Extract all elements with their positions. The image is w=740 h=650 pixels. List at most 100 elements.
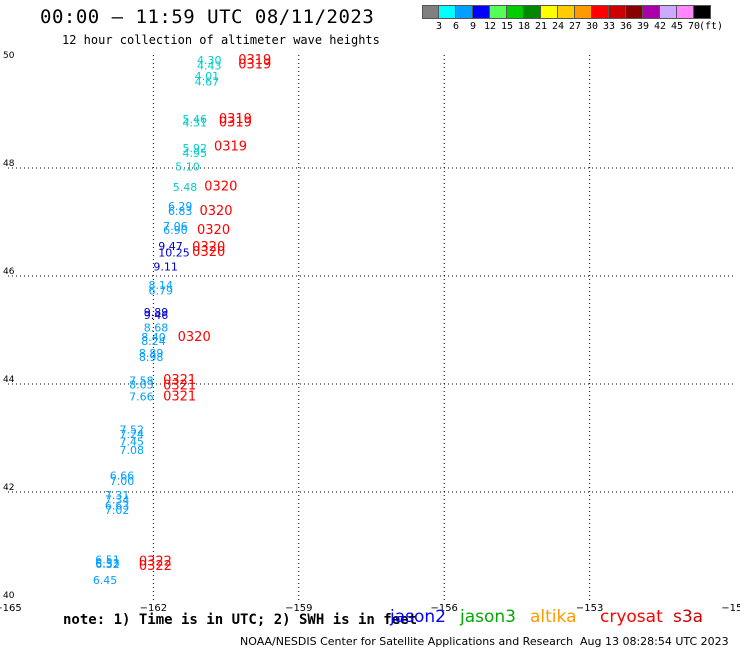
legend-swatch — [609, 5, 626, 19]
wave-height-label: 6.90 — [163, 224, 188, 237]
wave-height-label: 8.14 — [149, 279, 174, 292]
legend-label: 27 — [568, 21, 582, 32]
cycle-label: 0322 — [139, 559, 172, 574]
wave-height-label: 6.45 — [93, 574, 118, 587]
legend-label: 30 — [585, 21, 599, 32]
legend-swatch — [473, 5, 490, 19]
satellite-jason2: jason2 — [390, 607, 446, 627]
satellite-cryosat: cryosat — [600, 607, 663, 627]
legend-label: 70 — [687, 21, 701, 32]
legend-label: (ft) — [698, 21, 724, 32]
satellite-altika: altika — [530, 607, 577, 627]
legend-swatch — [592, 5, 609, 19]
wave-height-label: 8.89 — [139, 347, 164, 360]
legend-label: 39 — [636, 21, 650, 32]
legend-label: 9 — [469, 21, 477, 32]
wave-height-label: 8.03 — [129, 378, 154, 391]
legend-label: 45 — [670, 21, 684, 32]
wave-height-label: 10.25 — [158, 247, 190, 260]
legend-swatch — [677, 5, 694, 19]
latitude-tick-label: 48 — [3, 159, 15, 169]
wave-height-label: 7.00 — [110, 475, 135, 488]
cycle-label: 0319 — [219, 115, 252, 130]
wave-height-label: 4.30 — [197, 54, 222, 67]
wave-height-label: 6.63 — [105, 499, 130, 512]
wave-height-label: 4.95 — [182, 147, 207, 160]
legend-swatch — [626, 5, 643, 19]
wave-height-label: 9.46 — [144, 309, 169, 322]
longitude-tick-label: −156 — [430, 603, 457, 614]
wave-height-label: 7.52 — [119, 424, 143, 437]
satellite-jason3: jason3 — [460, 607, 516, 627]
wave-height-label: 4.43 — [197, 60, 222, 73]
legend-swatch — [456, 5, 473, 19]
wave-height-label: 7.06 — [163, 220, 188, 233]
footer-note: note: 1) Time is in UTC; 2) SWH is in fe… — [63, 612, 418, 628]
color-legend: 3 6 9 12 15 18 21 24 27 30 33 36 39 42 45 70 (ft) — [422, 5, 723, 33]
longitude-tick-label: −162 — [140, 603, 167, 614]
legend-swatch — [524, 5, 541, 19]
wave-height-label: 9.47 — [158, 240, 183, 253]
wave-height-label: 5.10 — [175, 161, 200, 174]
legend-label: 24 — [551, 21, 565, 32]
cycle-label: 0320 — [204, 180, 237, 195]
wave-height-label: 8.98 — [139, 351, 164, 364]
wave-height-label: 4.31 — [182, 116, 207, 129]
latitude-tick-label: 42 — [3, 483, 14, 493]
legend-label: 3 — [435, 21, 443, 32]
cycle-label: 0320 — [199, 204, 232, 219]
legend-label: 18 — [517, 21, 531, 32]
wave-height-label: 6.83 — [168, 205, 193, 218]
wave-height-label: 7.34 — [105, 493, 130, 506]
wave-height-label: 9.89 — [144, 306, 169, 319]
wave-height-label: 5.92 — [182, 142, 207, 155]
chart-subtitle: 12 hour collection of altimeter wave hei… — [62, 33, 380, 47]
legend-swatch — [643, 5, 660, 19]
wave-height-label: 8.68 — [144, 322, 169, 335]
cycle-label: 0319 — [214, 140, 247, 155]
legend-label: 33 — [602, 21, 616, 32]
wave-height-label: 5.48 — [173, 181, 198, 194]
legend-label: 36 — [619, 21, 633, 32]
legend-swatch — [541, 5, 558, 19]
wave-height-label: 4.01 — [195, 70, 220, 83]
legend-swatches — [422, 5, 711, 19]
legend-swatch — [558, 5, 575, 19]
cycle-label: 0319 — [238, 53, 271, 68]
wave-height-label: 7.58 — [129, 375, 154, 388]
satellite-s3a: s3a — [673, 607, 704, 627]
wave-height-label: 6.66 — [110, 470, 135, 483]
wave-height-label: 6.79 — [149, 284, 174, 297]
longitude-tick-label: −165 — [0, 603, 22, 614]
latitude-tick-label: 46 — [3, 267, 15, 277]
legend-label: 6 — [452, 21, 460, 32]
wave-height-label: 7.31 — [105, 489, 130, 502]
latitude-tick-label: 40 — [3, 591, 15, 601]
cycle-label: 0319 — [238, 58, 271, 73]
legend-swatch — [507, 5, 524, 19]
legend-swatch — [422, 5, 439, 19]
legend-label: 12 — [483, 21, 497, 32]
legend-swatch — [575, 5, 592, 19]
wave-height-label: 4.67 — [195, 75, 220, 88]
legend-swatch — [490, 5, 507, 19]
cycle-label: 0320 — [178, 330, 211, 345]
cycle-label: 0321 — [163, 378, 196, 393]
cycle-label: 0319 — [219, 112, 252, 127]
wave-height-label: 7.02 — [105, 504, 130, 517]
timestamp-text: Aug 13 08:28:54 UTC 2023 — [580, 635, 729, 648]
legend-label: 42 — [653, 21, 667, 32]
wave-height-label: 7.24 — [119, 428, 143, 441]
legend-swatch — [439, 5, 456, 19]
cycle-label: 0321 — [163, 390, 196, 405]
wave-height-label: 6.32 — [95, 558, 120, 571]
wave-height-label: 9.11 — [153, 261, 178, 274]
legend-swatch — [694, 5, 711, 19]
cycle-label: 0322 — [139, 554, 172, 569]
wave-height-label: 8.40 — [141, 331, 166, 344]
wave-height-label: 7.45 — [119, 436, 143, 449]
longitude-tick-label: −153 — [576, 603, 603, 614]
wave-height-label: 8.24 — [141, 335, 166, 348]
legend-label: 15 — [500, 21, 514, 32]
